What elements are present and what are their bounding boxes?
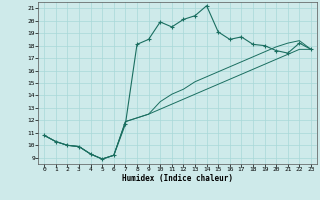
X-axis label: Humidex (Indice chaleur): Humidex (Indice chaleur) bbox=[122, 174, 233, 183]
